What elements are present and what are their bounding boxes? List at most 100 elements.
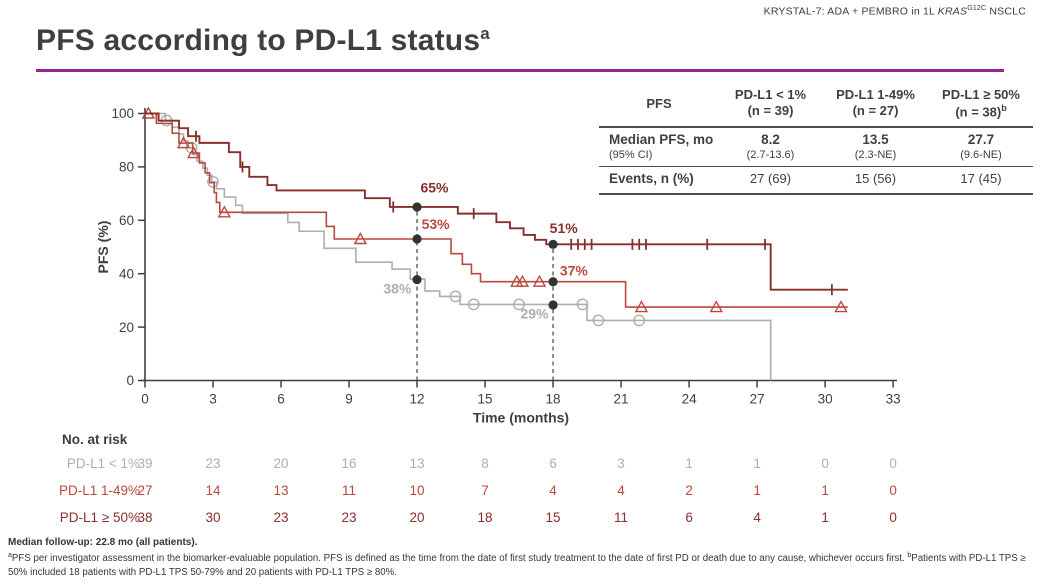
km-curve-2 bbox=[145, 112, 848, 308]
x-tick-label: 6 bbox=[277, 392, 285, 407]
x-tick-label: 33 bbox=[886, 392, 901, 407]
y-tick-label: 0 bbox=[126, 373, 134, 388]
risk-value: 11 bbox=[342, 483, 357, 498]
risk-value: 39 bbox=[137, 456, 153, 471]
x-tick-label: 30 bbox=[818, 392, 833, 407]
risk-value: 0 bbox=[821, 456, 829, 471]
risk-value: 7 bbox=[481, 483, 489, 498]
risk-value: 4 bbox=[753, 510, 761, 525]
risk-value: 23 bbox=[205, 456, 221, 471]
censor-triangle-icon bbox=[515, 274, 530, 287]
risk-value: 13 bbox=[273, 483, 289, 498]
km-curve-3 bbox=[145, 112, 848, 291]
risk-value: 1 bbox=[753, 483, 761, 498]
risk-value: 6 bbox=[549, 456, 557, 471]
risk-value: 30 bbox=[205, 510, 221, 525]
rate-annotation: 29% bbox=[520, 306, 549, 322]
median-followup-note: Median follow-up: 22.8 mo (all patients)… bbox=[8, 537, 198, 548]
risk-value: 6 bbox=[685, 510, 693, 525]
risk-value: 1 bbox=[821, 510, 829, 525]
y-tick-label: 20 bbox=[119, 320, 134, 335]
censor-circle-icon bbox=[576, 298, 589, 311]
risk-value: 16 bbox=[341, 456, 357, 471]
censor-triangle-icon bbox=[634, 300, 649, 313]
risk-value: 20 bbox=[273, 456, 289, 471]
col-ge50-superscript: b bbox=[1001, 103, 1007, 114]
stats-median-lt1: 8.2 (2.7-13.6) bbox=[719, 128, 822, 168]
pfs-stats-table: PFS PD-L1 < 1% (n = 39) PD-L1 1-49% (n = 2… bbox=[599, 85, 1033, 196]
censor-circle-icon bbox=[207, 175, 219, 188]
censor-triangle-icon bbox=[217, 205, 232, 218]
risk-value: 0 bbox=[889, 483, 897, 498]
landmark-dot bbox=[548, 277, 558, 287]
gene-superscript: G12C bbox=[967, 5, 987, 12]
risk-value: 4 bbox=[549, 483, 557, 498]
x-axis-title: Time (months) bbox=[473, 410, 569, 426]
y-tick-label: 80 bbox=[119, 160, 134, 175]
landmark-dot bbox=[548, 300, 558, 310]
rate-annotation: 51% bbox=[550, 220, 579, 236]
landmark-dot bbox=[412, 234, 422, 244]
stats-header-col-ge50: PD-L1 ≥ 50% (n = 38)b bbox=[929, 85, 1033, 128]
stats-median-ge50: 27.7 (9.6-NE) bbox=[929, 128, 1033, 168]
footnote: aPFS per investigator assessment in the … bbox=[8, 551, 1034, 579]
rate-annotation: 65% bbox=[420, 179, 449, 195]
y-tick-label: 40 bbox=[119, 266, 134, 281]
footnote-a-marker: a bbox=[8, 552, 12, 559]
risk-value: 14 bbox=[205, 483, 221, 498]
page-title-text: PFS according to PD-L1 status bbox=[36, 24, 481, 57]
footnote-b-text: Patients with PD-L1 TPS ≥ 50% included 1… bbox=[8, 553, 1026, 578]
rate-annotation: 53% bbox=[422, 216, 451, 232]
landmark-dot bbox=[548, 239, 558, 249]
stats-events-ge50: 17 (45) bbox=[929, 167, 1033, 196]
risk-value: 10 bbox=[409, 483, 425, 498]
risk-value: 3 bbox=[617, 456, 625, 471]
page-title: PFS according to PD-L1 statusa bbox=[36, 24, 490, 58]
censor-circle-icon bbox=[592, 314, 605, 327]
y-axis-title: PFS (%) bbox=[95, 221, 111, 274]
risk-value: 8 bbox=[481, 456, 489, 471]
trial-header-suffix: NSCLC bbox=[986, 5, 1026, 18]
x-tick-label: 9 bbox=[345, 392, 353, 407]
risk-value: 0 bbox=[889, 510, 897, 525]
risk-value: 23 bbox=[341, 510, 357, 525]
x-tick-label: 12 bbox=[410, 392, 425, 407]
x-tick-label: 27 bbox=[750, 392, 765, 407]
title-divider bbox=[36, 69, 1004, 72]
rate-annotation: 37% bbox=[560, 263, 589, 279]
stats-events-1-49: 15 (56) bbox=[822, 167, 929, 196]
trial-header-prefix: KRYSTAL-7: ADA + PEMBRO in 1L bbox=[763, 5, 938, 18]
landmark-dot bbox=[412, 202, 422, 212]
x-tick-label: 0 bbox=[141, 392, 149, 407]
stats-row-median-label: Median PFS, mo (95% CI) bbox=[599, 128, 719, 168]
rate-annotation: 38% bbox=[383, 281, 412, 297]
risk-value: 4 bbox=[617, 483, 625, 498]
stats-header-pfs: PFS bbox=[599, 85, 719, 128]
risk-value: 23 bbox=[273, 510, 289, 525]
risk-value: 15 bbox=[545, 510, 561, 525]
risk-value: 13 bbox=[409, 456, 425, 471]
risk-value: 20 bbox=[409, 510, 425, 525]
trial-header: KRYSTAL-7: ADA + PEMBRO in 1L KRASG12C N… bbox=[764, 5, 1026, 18]
censor-circle-icon bbox=[449, 290, 462, 303]
stats-events-lt1: 27 (69) bbox=[719, 167, 822, 196]
footnote-a-text: PFS per investigator assessment in the b… bbox=[11, 553, 908, 565]
risk-row-label: PD-L1 1-49% bbox=[58, 483, 140, 498]
gene-name: KRAS bbox=[937, 5, 968, 18]
footnote-b-marker: b bbox=[907, 552, 912, 559]
risk-value: 1 bbox=[821, 483, 829, 498]
x-tick-label: 18 bbox=[546, 392, 561, 407]
landmark-dot bbox=[412, 274, 422, 285]
y-tick-label: 60 bbox=[119, 213, 134, 228]
risk-value: 2 bbox=[685, 483, 693, 498]
stats-header-col-lt1: PD-L1 < 1% (n = 39) bbox=[719, 85, 822, 128]
risk-value: 1 bbox=[685, 456, 693, 471]
x-tick-label: 3 bbox=[209, 392, 217, 407]
censor-circle-icon bbox=[633, 314, 646, 327]
risk-row-label: PD-L1 ≥ 50% bbox=[59, 510, 140, 525]
censor-triangle-icon bbox=[532, 274, 547, 287]
censor-triangle-icon bbox=[709, 300, 723, 313]
risk-value: 1 bbox=[753, 456, 761, 471]
